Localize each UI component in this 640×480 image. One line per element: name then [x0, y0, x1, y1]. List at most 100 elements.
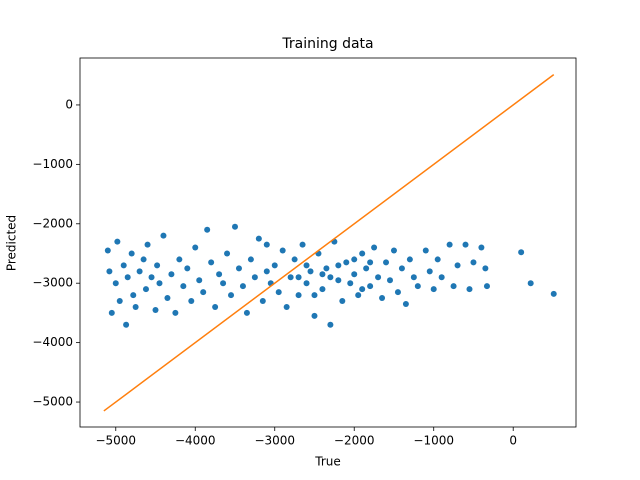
- scatter-point: [168, 271, 175, 278]
- scatter-point: [212, 303, 219, 310]
- scatter-point: [172, 309, 179, 316]
- scatter-point: [359, 250, 366, 257]
- scatter-point: [387, 277, 393, 284]
- scatter-point: [307, 268, 314, 275]
- scatter-point: [271, 262, 278, 269]
- scatter-point: [363, 265, 370, 272]
- scatter-point: [263, 241, 270, 248]
- scatter-point: [343, 259, 350, 266]
- scatter-point: [323, 265, 330, 272]
- x-tick-label: −3000: [254, 434, 295, 448]
- scatter-point: [367, 283, 374, 290]
- scatter-point: [184, 265, 191, 272]
- scatter-point: [200, 289, 207, 296]
- scatter-point: [295, 292, 302, 299]
- y-tick-label: −2000: [32, 216, 73, 230]
- scatter-point: [116, 298, 123, 305]
- x-tick-label: −5000: [95, 434, 136, 448]
- y-tick-label: 0: [65, 97, 73, 111]
- x-axis-label: True: [314, 455, 341, 469]
- scatter-point: [550, 290, 557, 297]
- scatter-point: [483, 283, 490, 290]
- scatter-point: [390, 247, 397, 254]
- scatter-point: [299, 241, 306, 248]
- scatter-point: [243, 309, 250, 316]
- scatter-point: [154, 262, 161, 269]
- scatter-point: [124, 274, 131, 281]
- scatter-point: [192, 244, 199, 251]
- scatter-point: [470, 259, 477, 266]
- scatter-point: [142, 286, 149, 293]
- scatter-point: [132, 303, 139, 310]
- scatter-point: [335, 262, 342, 269]
- scatter-point: [347, 280, 354, 287]
- scatter-point: [478, 244, 485, 251]
- scatter-point: [164, 295, 171, 302]
- scatter-point: [351, 256, 358, 263]
- scatter-point: [239, 283, 246, 290]
- y-tick-label: −1000: [32, 157, 73, 171]
- scatter-point: [247, 256, 254, 263]
- scatter-point: [259, 298, 266, 305]
- scatter-point: [371, 244, 378, 251]
- scatter-point: [106, 268, 113, 275]
- x-tick-label: −2000: [334, 434, 375, 448]
- scatter-point: [430, 286, 437, 293]
- scatter-point: [123, 321, 130, 328]
- scatter-point: [112, 280, 119, 287]
- scatter-point: [251, 274, 258, 281]
- scatter-point: [180, 283, 187, 290]
- scatter-point: [156, 280, 163, 287]
- scatter-point: [220, 280, 227, 287]
- scatter-point: [375, 274, 382, 281]
- scatter-point: [410, 274, 417, 281]
- scatter-point: [359, 286, 366, 293]
- scatter-point: [228, 292, 235, 299]
- scatter-point: [144, 241, 151, 248]
- scatter-point: [114, 238, 121, 245]
- scatter-point: [462, 241, 469, 248]
- scatter-point: [446, 241, 453, 248]
- scatter-point: [319, 286, 326, 293]
- x-tick-label: −1000: [413, 434, 454, 448]
- scatter-point: [204, 226, 211, 233]
- scatter-point: [351, 271, 358, 278]
- scatter-point: [402, 301, 409, 307]
- scatter-point: [414, 283, 421, 290]
- scatter-point: [303, 262, 310, 269]
- scatter-point: [438, 274, 445, 281]
- scatter-point: [466, 286, 473, 293]
- y-tick-label: −3000: [32, 276, 73, 290]
- scatter-point: [120, 262, 127, 269]
- scatter-point: [311, 312, 318, 319]
- scatter-point: [104, 247, 111, 254]
- scatter-point: [482, 265, 489, 272]
- scatter-point: [335, 277, 342, 284]
- scatter-point: [383, 259, 390, 266]
- scatter-point: [355, 292, 362, 299]
- y-tick-label: −5000: [32, 395, 73, 409]
- plot-frame: [79, 57, 577, 428]
- y-axis-label: Predicted: [5, 215, 19, 271]
- scatter-point: [379, 295, 386, 302]
- scatter-point: [283, 303, 290, 310]
- scatter-point: [454, 262, 461, 269]
- scatter-point: [394, 289, 401, 296]
- scatter-point: [216, 271, 223, 278]
- scatter-point: [311, 292, 318, 299]
- scatter-point: [232, 223, 238, 230]
- scatter-point: [108, 309, 115, 316]
- scatter-point: [235, 265, 242, 272]
- scatter-point: [208, 259, 215, 266]
- x-tick-label: 0: [509, 434, 517, 448]
- scatter-point: [130, 292, 137, 299]
- scatter-point: [140, 256, 147, 263]
- scatter-point: [136, 268, 143, 275]
- scatter-point: [196, 277, 203, 284]
- scatter-point: [398, 265, 405, 272]
- scatter-point: [188, 298, 195, 305]
- y-tick-label: −4000: [32, 335, 73, 349]
- scatter-point: [303, 280, 310, 287]
